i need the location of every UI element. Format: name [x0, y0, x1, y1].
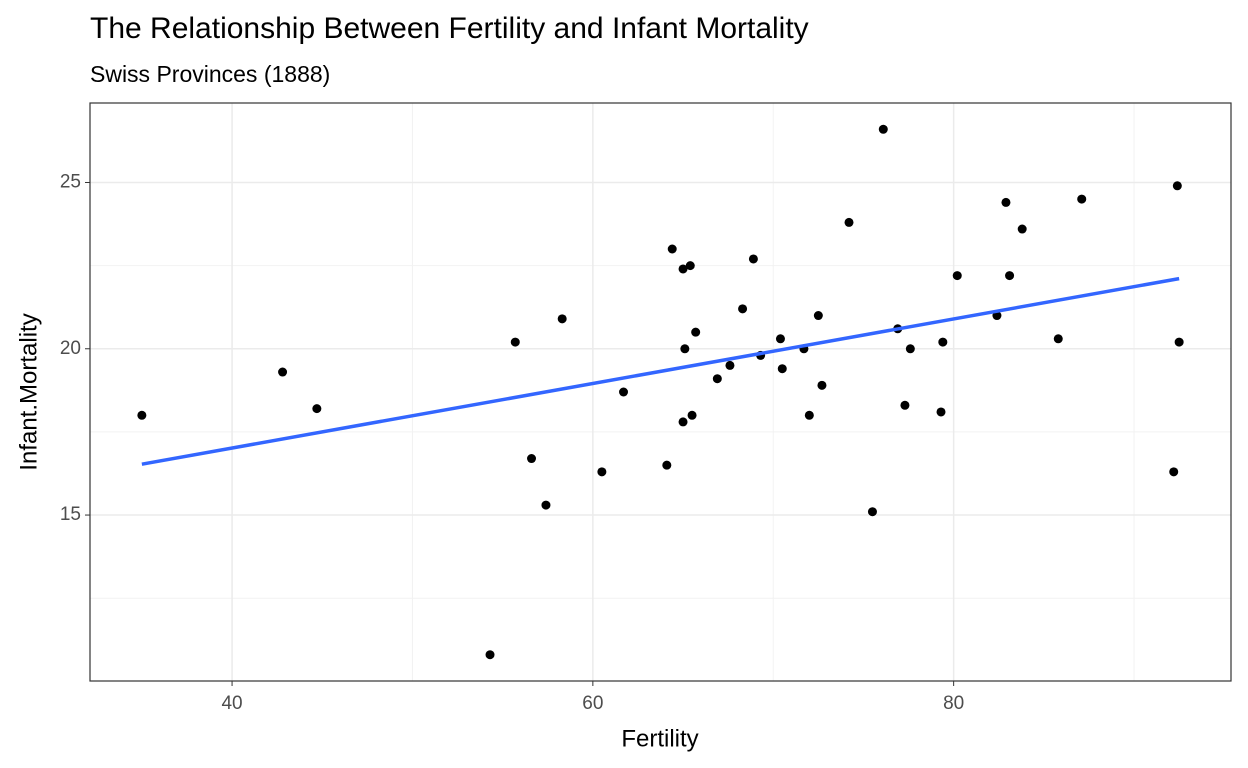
point	[817, 380, 827, 390]
point	[804, 410, 814, 420]
point	[952, 271, 962, 281]
point	[278, 367, 288, 377]
point	[678, 417, 688, 427]
point	[905, 344, 915, 354]
point	[1169, 467, 1179, 477]
point	[312, 404, 322, 414]
point	[137, 410, 147, 420]
y-axis-label: Infant.Mortality	[15, 313, 42, 470]
panel-border	[89, 102, 1232, 682]
point	[485, 650, 495, 660]
y-tick-label: 15	[60, 504, 81, 525]
x-tick-label: 80	[943, 693, 964, 714]
x-axis-label: Fertility	[621, 725, 698, 752]
point	[541, 500, 551, 510]
point	[667, 244, 677, 254]
point	[527, 454, 537, 464]
point	[1174, 337, 1184, 347]
point	[878, 124, 888, 134]
point	[687, 410, 697, 420]
point	[867, 507, 877, 517]
point	[685, 261, 695, 271]
chart-subtitle: Swiss Provinces (1888)	[90, 61, 330, 87]
point	[712, 374, 722, 384]
point	[619, 387, 629, 397]
fit-line	[141, 276, 1180, 466]
point	[1053, 334, 1063, 344]
point	[777, 364, 787, 374]
point	[691, 327, 701, 337]
point	[844, 217, 854, 227]
point	[1172, 181, 1182, 191]
y-tick-label: 25	[60, 171, 81, 192]
point	[775, 334, 785, 344]
point	[597, 467, 607, 477]
point	[678, 264, 688, 274]
chart-title: The Relationship Between Fertility and I…	[90, 12, 809, 45]
point	[1017, 224, 1027, 234]
y-tick-label: 20	[60, 338, 81, 359]
point	[748, 254, 758, 264]
x-tick-label: 40	[221, 693, 242, 714]
point	[1005, 271, 1015, 281]
x-tick-label: 60	[582, 693, 603, 714]
point	[725, 360, 735, 370]
point	[1001, 197, 1011, 207]
point	[900, 400, 910, 410]
point	[557, 314, 567, 324]
point	[813, 311, 823, 321]
point	[938, 337, 948, 347]
point	[510, 337, 520, 347]
point	[680, 344, 690, 354]
point	[936, 407, 946, 417]
point	[1077, 194, 1087, 204]
point	[738, 304, 748, 314]
point	[662, 460, 672, 470]
